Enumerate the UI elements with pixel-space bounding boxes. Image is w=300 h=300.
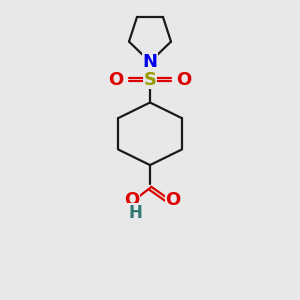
Text: O: O [176, 70, 191, 88]
Text: O: O [109, 70, 124, 88]
Text: H: H [129, 204, 142, 222]
Text: O: O [165, 191, 180, 209]
Text: S: S [143, 70, 157, 88]
Text: O: O [124, 191, 140, 209]
Text: N: N [142, 53, 158, 71]
